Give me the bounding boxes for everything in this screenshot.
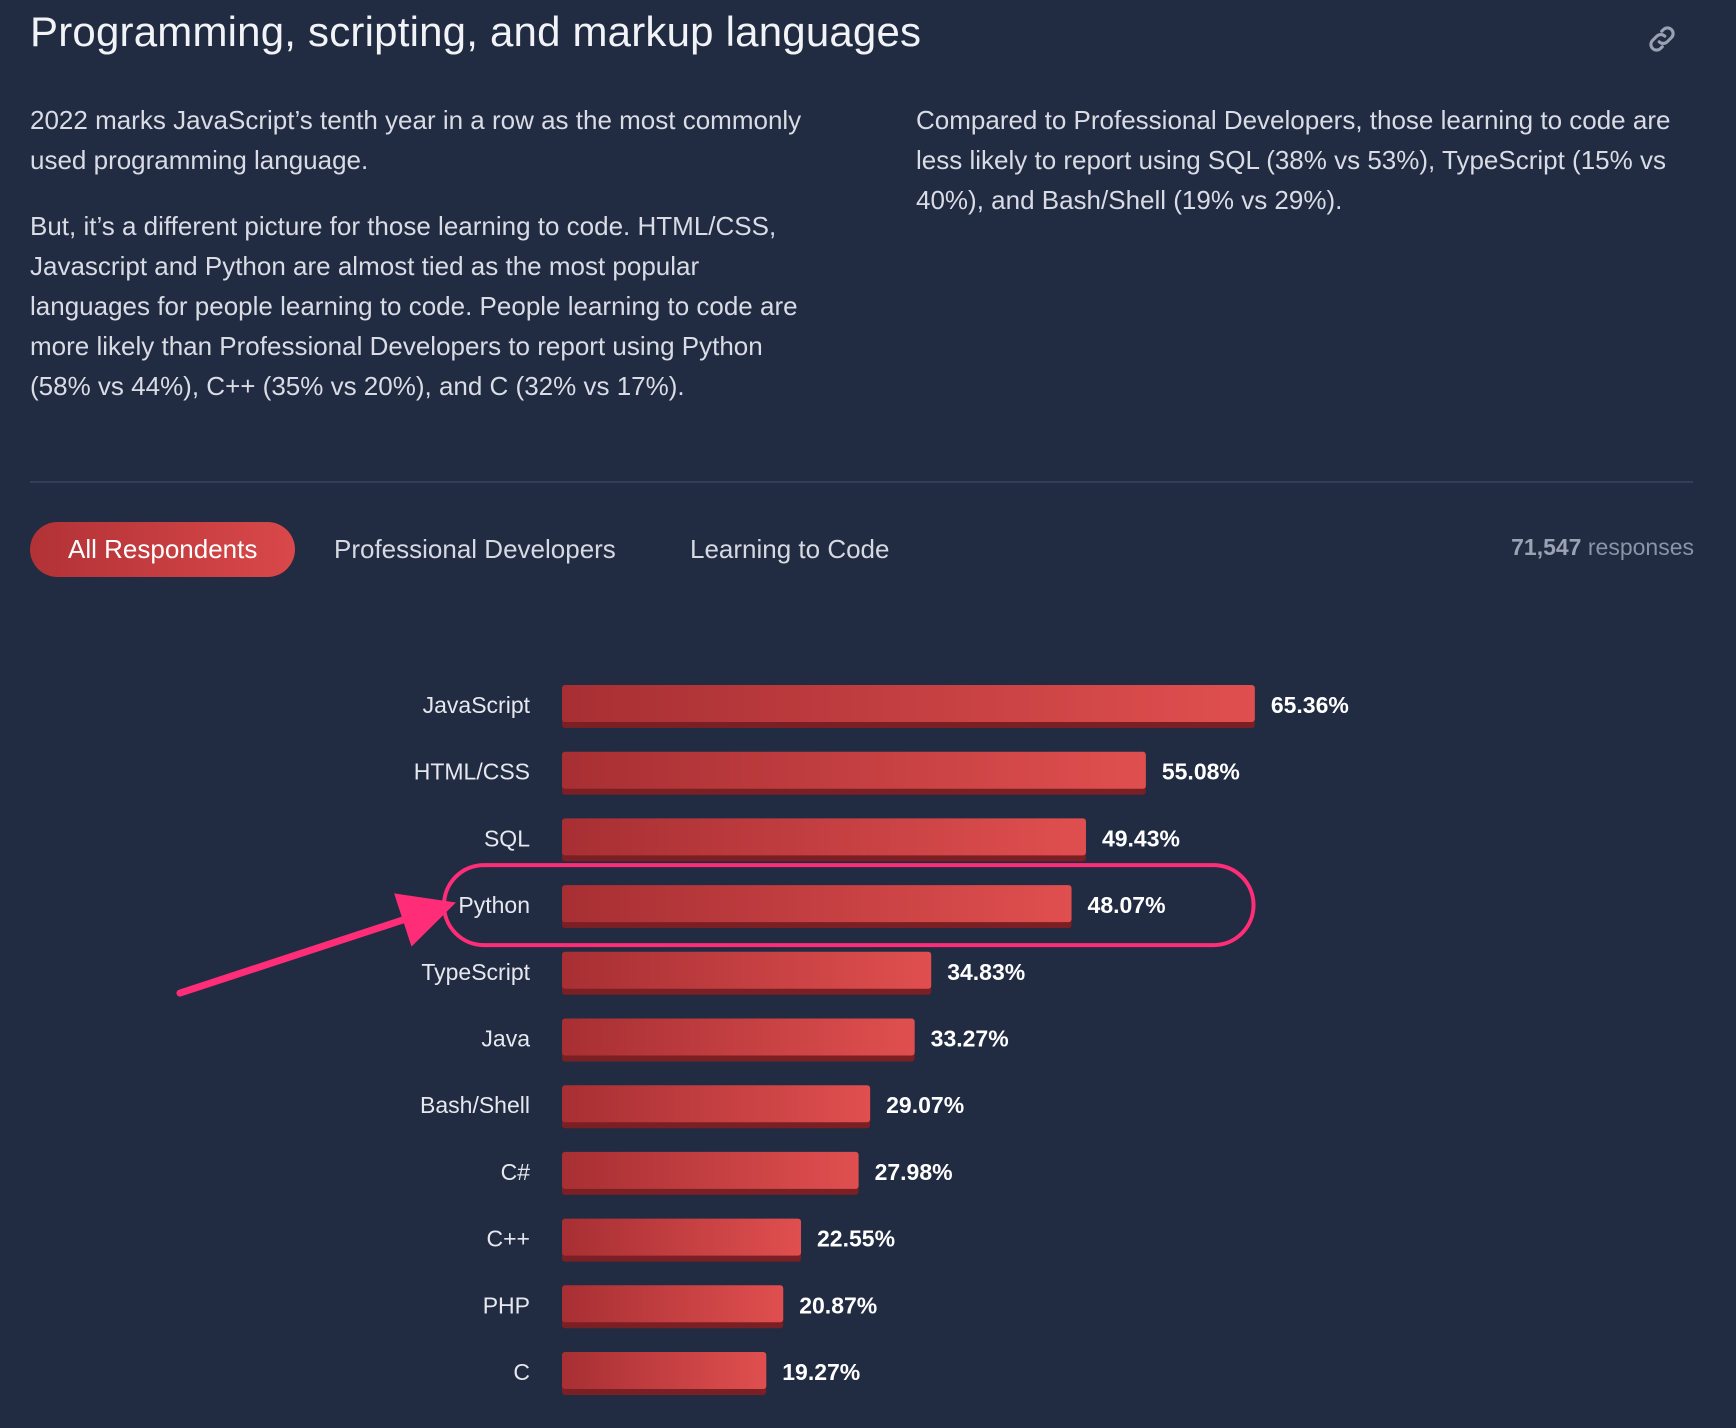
category-label-sql: SQL	[484, 825, 530, 851]
bar-bash-shell[interactable]	[562, 1085, 871, 1123]
category-label-typescript: TypeScript	[421, 959, 530, 985]
bar-c[interactable]	[562, 1352, 767, 1389]
bar-sql[interactable]	[562, 818, 1086, 856]
bar-chart: JavaScript 65.36% HTML/CSS 55.08% SQL 49.43% P…	[176, 685, 1349, 1395]
intro-left: 2022 marks JavaScript’s tenth year in a …	[30, 100, 810, 432]
bar-php[interactable]	[562, 1285, 784, 1323]
intro-paragraph-2: But, it’s a different picture for those …	[30, 211, 798, 401]
bar-typescript[interactable]	[562, 951, 932, 989]
value-label-c-: 22.55%	[817, 1226, 895, 1252]
category-label-bash-shell: Bash/Shell	[420, 1092, 530, 1118]
value-label-c-: 27.98%	[875, 1159, 953, 1185]
value-label-javascript: 65.36%	[1271, 692, 1349, 718]
annotation-arrow	[176, 893, 456, 997]
response-count-label: responses	[1587, 534, 1694, 560]
category-label-java: Java	[481, 1026, 530, 1052]
category-label-php: PHP	[483, 1292, 530, 1318]
bar-html-css[interactable]	[562, 751, 1146, 789]
tab-professional-developers[interactable]: Professional Developers	[334, 534, 616, 564]
category-label-c-: C++	[487, 1226, 530, 1252]
category-label-python: Python	[458, 892, 530, 918]
intro-right: Compared to Professional Developers, tho…	[916, 100, 1696, 246]
response-count-number: 71,547	[1511, 534, 1582, 560]
value-label-java: 33.27%	[931, 1026, 1009, 1052]
value-label-bash-shell: 29.07%	[886, 1092, 964, 1118]
value-label-sql: 49.43%	[1102, 825, 1180, 851]
category-label-javascript: JavaScript	[423, 692, 531, 718]
value-label-c: 19.27%	[782, 1359, 860, 1385]
value-label-html-css: 55.08%	[1162, 759, 1240, 785]
category-label-c-: C#	[501, 1159, 531, 1185]
category-label-c: C	[513, 1359, 530, 1385]
intro-paragraph-1: 2022 marks JavaScript’s tenth year in a …	[30, 105, 802, 175]
tab-learning-to-code[interactable]: Learning to Code	[690, 534, 890, 564]
tab-all-respondents[interactable]: All Respondents	[30, 522, 296, 577]
response-count: 71,547 responses	[1511, 534, 1694, 561]
page-title: Programming, scripting, and markup langu…	[30, 8, 922, 55]
intro-paragraph-3: Compared to Professional Developers, tho…	[916, 105, 1671, 215]
bar-java[interactable]	[562, 1018, 915, 1056]
value-label-python: 48.07%	[1088, 892, 1166, 918]
link-icon[interactable]	[1645, 22, 1679, 56]
section-divider	[30, 481, 1693, 483]
bar-c-[interactable]	[562, 1151, 859, 1189]
value-label-php: 20.87%	[799, 1292, 877, 1318]
category-label-html-css: HTML/CSS	[414, 759, 530, 785]
bar-c-[interactable]	[562, 1218, 802, 1256]
bar-python[interactable]	[562, 885, 1072, 923]
value-label-typescript: 34.83%	[947, 959, 1025, 985]
bar-javascript[interactable]	[562, 685, 1255, 722]
